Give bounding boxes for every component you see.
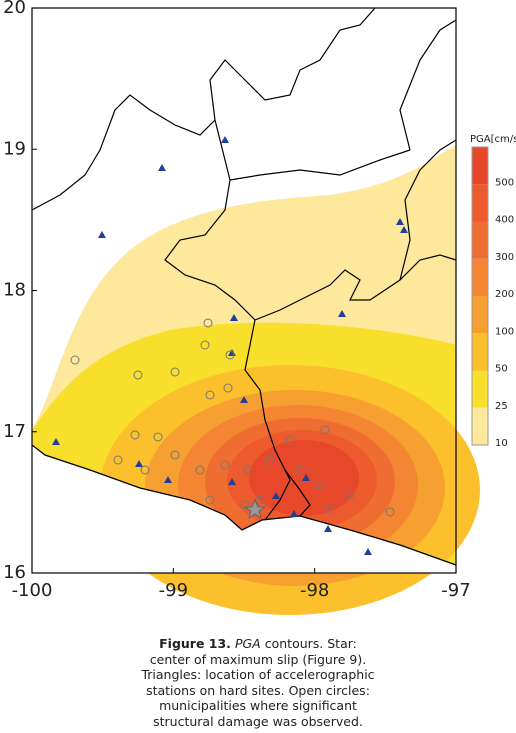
caption-line: Triangles: location of accelerographic: [141, 667, 375, 682]
colorbar-band: [472, 370, 488, 408]
ocean-mask: [32, 445, 456, 573]
x-tick-label: -100: [12, 580, 53, 601]
colorbar-band: [472, 184, 488, 222]
y-tick-label: 17: [3, 421, 26, 442]
colorbar-label: 200: [495, 289, 514, 300]
colorbar-label: 25: [495, 401, 508, 412]
colorbar-band: [472, 221, 488, 259]
caption-line: Figure 13. PGA contours. Star:: [0, 636, 516, 652]
caption-term: PGA: [234, 636, 261, 651]
colorbar-band: [472, 407, 488, 445]
colorbar-frame: [471, 146, 489, 446]
y-tick-label: 18: [3, 280, 26, 301]
max-slip-star: [243, 498, 267, 520]
caption-label: Figure 13.: [159, 636, 231, 651]
colorbar: PGA[cm/s2] 10 25 50 100 200 300 400 500: [470, 134, 516, 449]
map-figure: -100 -99 -98 -97 16 17 18 19 20 PGA[cm/s2] 10 25 50…: [3, 0, 516, 615]
caption-line: stations on hard sites. Open circles:: [146, 682, 370, 698]
caption-line: structural damage was observed.: [153, 713, 363, 729]
colorbar-label: 100: [495, 326, 514, 337]
caption-text: contours. Star:: [264, 636, 357, 651]
axes: -100 -99 -98 -97 16 17 18 19 20: [3, 0, 471, 601]
caption-line: municipalities where significant: [159, 698, 357, 713]
caption: Figure 13. PGA contours. Star: center of m…: [0, 636, 516, 729]
colorbar-label: 500: [495, 177, 514, 188]
colorbar-label: 10: [495, 438, 508, 449]
x-tick-label: -97: [441, 580, 470, 601]
damage-circles: [70, 318, 395, 517]
colorbar-band: [472, 147, 488, 185]
colorbar-label: 400: [495, 215, 514, 226]
caption-line: center of maximum slip (Figure 9).: [149, 651, 367, 667]
x-tick-label: -99: [159, 580, 188, 601]
colorbar-band: [472, 258, 488, 296]
colorbar-label: 300: [495, 252, 514, 263]
y-tick-label: 19: [3, 138, 26, 159]
y-tick-label: 16: [3, 562, 26, 583]
colorbar-band: [472, 333, 488, 371]
colorbar-title: PGA[cm/s2]: [470, 134, 516, 145]
borders: [31, 7, 457, 521]
station-markers: [52, 136, 408, 555]
x-tick-label: -98: [300, 580, 329, 601]
coastline: [31, 444, 457, 566]
colorbar-label: 50: [495, 364, 508, 375]
y-tick-label: 20: [3, 0, 26, 18]
colorbar-band: [472, 296, 488, 334]
